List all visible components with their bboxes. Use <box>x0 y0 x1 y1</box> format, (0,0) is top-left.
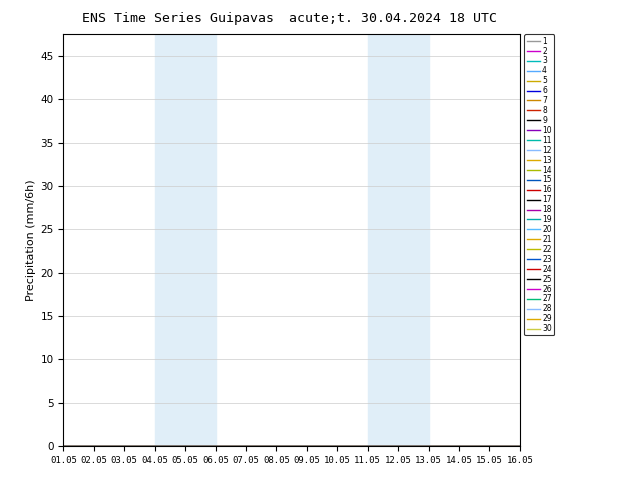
Text: ENS Time Series Guipavas: ENS Time Series Guipavas <box>82 12 273 25</box>
Y-axis label: Precipitation (mm/6h): Precipitation (mm/6h) <box>26 179 36 301</box>
Bar <box>155 34 216 446</box>
Bar <box>368 34 429 446</box>
Text: acute;t. 30.04.2024 18 UTC: acute;t. 30.04.2024 18 UTC <box>289 12 497 25</box>
Legend: 1, 2, 3, 4, 5, 6, 7, 8, 9, 10, 11, 12, 13, 14, 15, 16, 17, 18, 19, 20, 21, 22, 2: 1, 2, 3, 4, 5, 6, 7, 8, 9, 10, 11, 12, 1… <box>524 34 554 336</box>
